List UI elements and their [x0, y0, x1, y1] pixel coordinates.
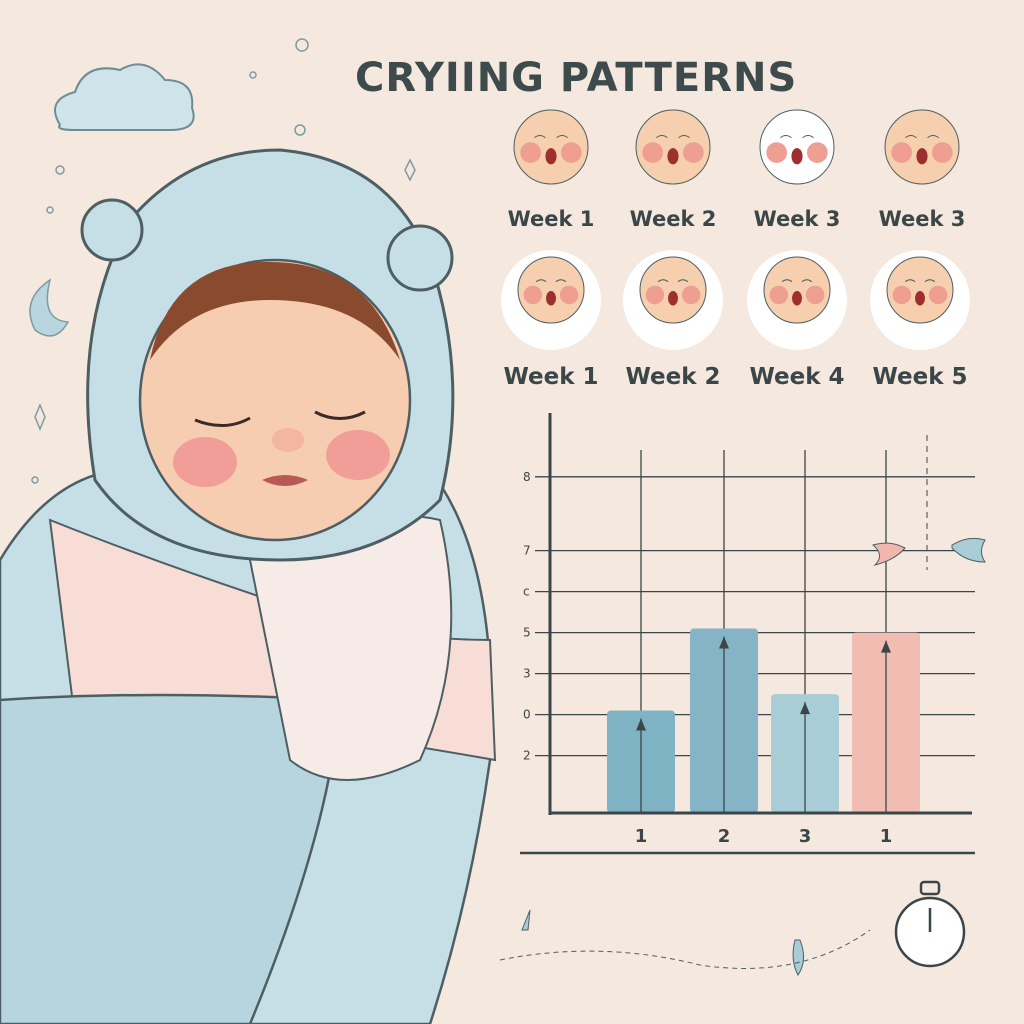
pink-fish-icon	[871, 542, 906, 566]
cloud-icon	[54, 63, 195, 131]
week-label: Week 2	[629, 207, 717, 231]
week-label: Week 2	[625, 364, 721, 390]
x-tick-label: 2	[718, 826, 731, 847]
y-tick-label: 7	[523, 544, 531, 558]
arrow-head-icon	[800, 702, 810, 715]
week-label: Week 1	[507, 207, 595, 231]
week-label: Week 3	[753, 207, 841, 231]
blue-fish-icon	[951, 537, 986, 563]
week-label: Week 4	[749, 364, 845, 390]
y-tick-label: 0	[523, 708, 531, 722]
week-label: Week 3	[878, 207, 966, 231]
page-title: CRYIING PATTERNS	[355, 55, 798, 101]
x-tick-label: 1	[635, 826, 648, 847]
y-tick-label: 5	[523, 626, 531, 640]
sparkle-icons	[31, 38, 416, 484]
arrow-head-icon	[719, 636, 729, 649]
week-label: Week 5	[872, 364, 968, 390]
stopwatch-icon	[894, 880, 966, 968]
x-tick-label: 3	[799, 826, 812, 847]
moon-icon	[29, 278, 70, 337]
arrow-head-icon	[881, 640, 891, 653]
x-tick-label: 1	[880, 826, 893, 847]
y-tick-label: c	[523, 585, 530, 599]
week-label: Week 1	[503, 364, 599, 390]
y-tick-label: 3	[523, 667, 531, 681]
y-tick-label: 8	[523, 470, 531, 484]
arrow-head-icon	[636, 718, 646, 731]
y-tick-label: 2	[523, 749, 531, 763]
